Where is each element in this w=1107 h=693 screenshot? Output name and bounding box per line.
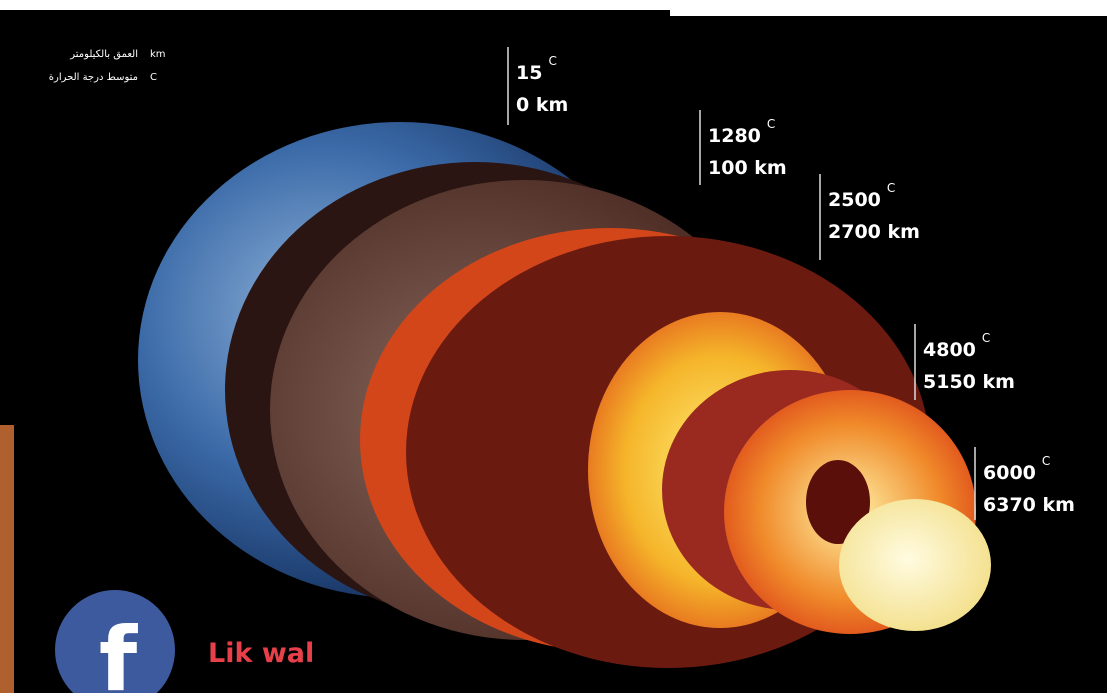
legend-unit: C (150, 72, 157, 83)
edge-image (0, 425, 14, 693)
temperature-unit: C (887, 181, 895, 195)
temperature-unit: C (1042, 454, 1050, 468)
top-strip (670, 0, 1107, 16)
legend-text: متوسط درجة الحرارة (49, 72, 138, 83)
depth: 100 km (708, 157, 787, 179)
temperature-unit: C (767, 117, 775, 131)
legend-unit: km (150, 49, 166, 60)
labels: 15 C 0 km 1280 C 100 km 2500 C 2700 km 4800 C 5150 … (507, 47, 1075, 520)
depth: 0 km (516, 94, 568, 116)
temperature: 1280 (708, 125, 761, 147)
temperature: 2500 (828, 189, 881, 211)
inner-core (839, 499, 991, 631)
temperature: 6000 (983, 462, 1036, 484)
temperature-unit: C (982, 331, 990, 345)
top-strip (0, 0, 670, 10)
temperature: 15 (516, 62, 542, 84)
temperature-unit: C (548, 54, 556, 68)
temperature: 4800 (923, 339, 976, 361)
caption: Lik wal (208, 638, 314, 669)
depth: 2700 km (828, 221, 920, 243)
facebook-letter: f (99, 608, 139, 693)
depth: 6370 km (983, 494, 1075, 516)
legend-text: العمق بالكيلومتر (69, 49, 138, 60)
facebook-logo[interactable] (55, 590, 175, 693)
inner-core-hole (806, 460, 870, 544)
depth: 5150 km (923, 371, 1015, 393)
